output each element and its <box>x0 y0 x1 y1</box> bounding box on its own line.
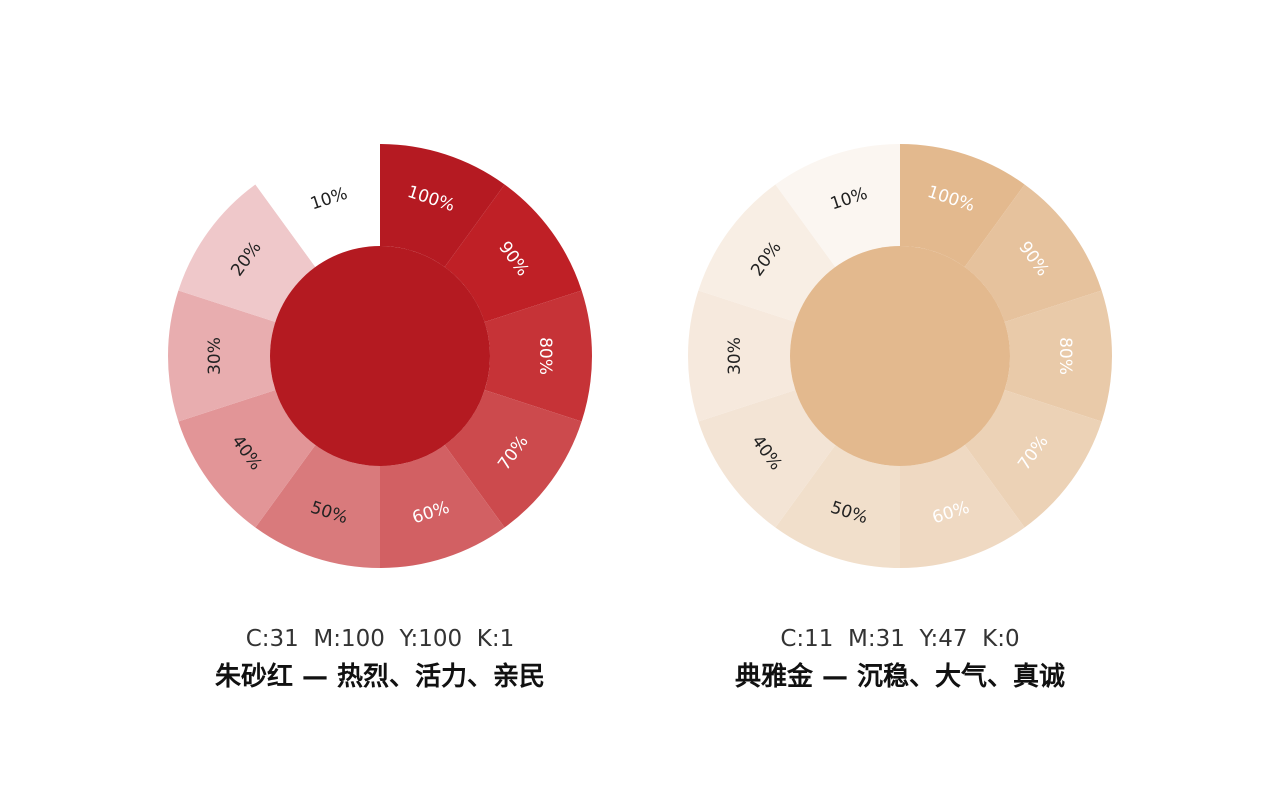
cinnabar-title: 朱砂红 — 热烈、活力、亲民 <box>214 662 546 692</box>
segment-label: 80% <box>535 337 555 375</box>
wheel-center <box>790 246 1010 466</box>
wheel-segment <box>698 184 836 323</box>
wheel-segment <box>444 184 582 323</box>
wheel-segment <box>900 144 1025 268</box>
wheel-segment <box>964 389 1102 528</box>
elegant-gold-wheel: 100%90%80%70%60%50%40%30%20%10% <box>688 144 1112 568</box>
wheel-segment <box>444 389 582 528</box>
segment-label: 30% <box>725 337 745 375</box>
elegant-gold-title: 典雅金 — 沉稳、大气、真诚 <box>734 662 1066 692</box>
wheel-segment <box>255 444 380 568</box>
elegant-gold-cmyk-values: C:11 M:31 Y:47 K:0 <box>780 626 1020 652</box>
wheel-segment <box>964 184 1102 323</box>
wheel-segment <box>698 389 836 528</box>
wheel-segment <box>178 389 316 528</box>
wheel-segment <box>688 290 796 422</box>
segment-label: 30% <box>205 337 225 375</box>
wheel-segment <box>775 144 900 268</box>
elegant-gold-caption: C:11 M:31 Y:47 K:0 典雅金 — 沉稳、大气、真诚 <box>640 626 1160 693</box>
cinnabar-cmyk-values: C:31 M:100 Y:100 K:1 <box>245 626 515 652</box>
wheel-segment <box>775 444 900 568</box>
wheel-center <box>270 246 490 466</box>
wheel-segment <box>380 144 505 268</box>
wheel-segment <box>1004 290 1112 422</box>
wheel-segment <box>255 144 380 268</box>
cinnabar-wheel: 100%90%80%70%60%50%40%30%20%10% <box>167 144 592 568</box>
segment-label: 80% <box>1055 337 1075 375</box>
wheel-segment <box>484 290 592 422</box>
wheel-segment <box>380 444 505 568</box>
wheel-segment <box>900 444 1025 568</box>
wheel-segment <box>167 290 276 422</box>
cinnabar-caption: C:31 M:100 Y:100 K:1 朱砂红 — 热烈、活力、亲民 <box>120 626 640 693</box>
wheel-segment <box>178 184 316 323</box>
